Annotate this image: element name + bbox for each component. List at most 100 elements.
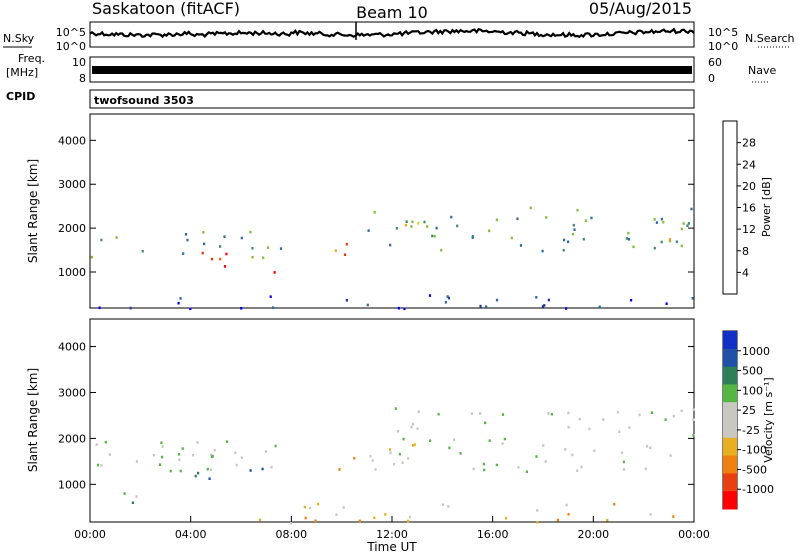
data-cell [161,455,164,459]
data-cell [431,234,434,238]
data-cell [225,252,228,256]
data-cell [279,247,283,250]
data-cell [96,463,100,467]
data-cell [563,238,566,242]
data-cell [550,412,553,416]
data-cell [628,426,631,429]
colorbar-tick-label: 500 [742,365,763,378]
data-cell [358,519,361,523]
data-cell [177,453,181,456]
data-cell [264,450,268,453]
beam-title: Beam 10 [356,3,428,22]
colorbar-tick-label: -1000 [742,483,774,496]
data-cell [649,513,652,516]
data-cell [447,505,450,508]
data-cell [240,307,243,310]
data-cell [668,238,671,241]
colorbar-segment [723,402,737,421]
data-cell [613,502,616,506]
data-cell [398,452,401,456]
data-cell [485,305,488,308]
data-cell [542,444,545,447]
data-cell [108,453,111,456]
data-cell [446,295,449,298]
data-cell [470,412,473,416]
data-cell [413,443,416,446]
data-cell [541,249,544,253]
data-cell [104,440,107,444]
data-cell [374,468,377,471]
power-colorbar-label: Power [dB] [760,177,773,237]
data-cell [668,239,672,243]
data-cell [272,306,275,309]
data-cell [100,238,103,242]
colorbar-segment [723,473,737,492]
data-cell [517,466,520,469]
data-cell [141,249,144,253]
data-cell [251,255,254,259]
data-cell [495,218,498,222]
data-cell [616,410,619,414]
x-tick-label: 00:00 [74,528,106,541]
data-cell [316,502,320,506]
data-cell [650,411,653,414]
noise-panel-frame [89,21,695,48]
y-tick-label: 2000 [58,432,86,445]
data-cell [567,240,570,244]
data-cell [303,505,306,509]
data-cell [580,465,583,469]
y-tick-label: 1000 [58,478,86,491]
colorbar-tick-label: 100 [742,384,763,397]
colorbar-tick-label: -25 [742,424,760,437]
data-cell [90,255,93,259]
data-cell [428,294,432,297]
x-axis-ticks: 00:00 04:00 08:00 12:00 16:00 20:00 00:00 [74,516,710,541]
data-cell [588,427,591,431]
data-cell [407,519,410,523]
data-cell [444,300,447,304]
data-cell [573,228,576,231]
data-cell [314,519,317,523]
data-cell [219,245,222,248]
data-cell [545,216,548,219]
data-cell [660,217,663,221]
data-cell [691,297,694,300]
data-cell [184,233,188,236]
data-cell [397,306,400,310]
data-cell [516,217,519,221]
data-cell [98,306,101,310]
data-cell [630,298,633,302]
freq-right-tick-top: 60 [708,56,722,69]
data-cell [692,434,695,437]
data-cell [197,471,200,475]
colorbar-tick-label: 12 [742,223,756,236]
noise-line [89,27,695,39]
data-cell [536,521,539,524]
colorbar-tick-label: 8 [742,245,749,258]
noise-right-tick-bottom: 10^0 [708,40,738,53]
noise-trace [89,22,695,40]
data-cell [417,410,420,414]
data-cell [129,306,132,310]
x-tick-label: 00:00 [678,528,710,541]
data-cell [501,442,504,445]
power-y-ticks: 1000 2000 3000 4000 [58,134,694,279]
data-cell [547,298,550,302]
colorbar-tick-label: 20 [742,180,756,193]
data-cell [160,441,163,445]
data-cell [384,513,387,516]
data-cell [240,456,243,459]
data-cell [273,271,276,274]
colorbar-tick-label: -500 [742,463,767,476]
noise-left-tick-bottom: 10^0 [56,40,86,53]
data-cell [161,445,164,448]
data-cell [593,449,596,452]
data-cell [270,465,273,469]
data-cell [407,457,410,460]
data-cell [669,454,672,457]
data-cell [565,503,568,507]
data-cell [343,253,347,256]
data-cell [488,439,491,442]
data-cell [201,251,204,255]
data-cell [472,467,475,471]
